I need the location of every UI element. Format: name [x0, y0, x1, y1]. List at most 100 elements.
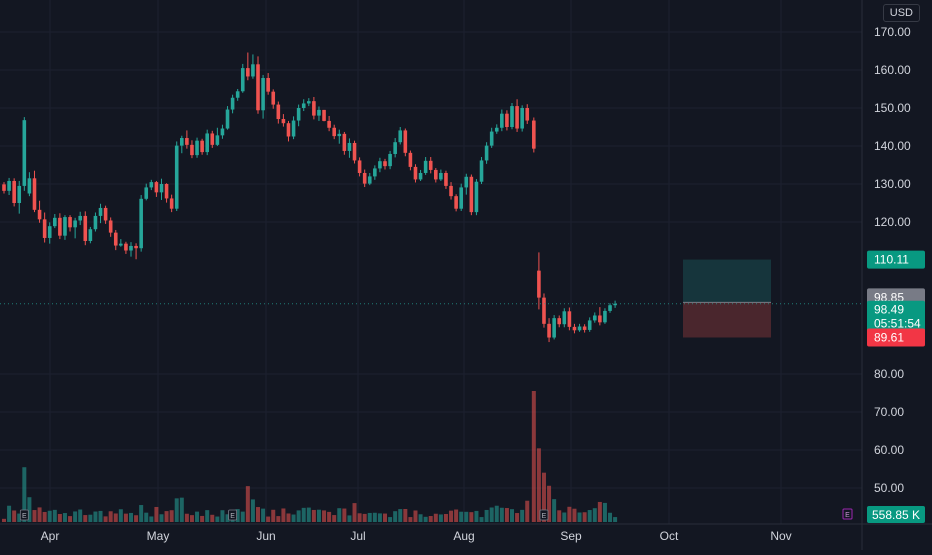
- candle-body: [240, 68, 245, 92]
- volume-bar: [377, 513, 382, 522]
- volume-bar: [311, 509, 316, 522]
- candle-body: [195, 140, 199, 156]
- earnings-marker-label: E: [230, 513, 235, 520]
- volume-bar: [2, 518, 6, 522]
- volume-bar: [362, 513, 367, 522]
- candle-body: [190, 144, 194, 156]
- candle-body: [185, 138, 189, 145]
- candle-body: [12, 180, 16, 203]
- volume-bar: [22, 467, 27, 522]
- position-profit-zone: [683, 259, 771, 303]
- candle-body: [73, 220, 77, 228]
- volume-bar: [597, 501, 602, 522]
- volume-bar: [443, 513, 448, 522]
- volume-bar: [281, 508, 286, 522]
- earnings-marker-label: E: [22, 513, 27, 520]
- volume-bar: [418, 514, 423, 522]
- volume-bar: [220, 510, 225, 522]
- candle-body: [515, 106, 519, 129]
- candle-body: [393, 142, 397, 154]
- candle-body: [276, 104, 281, 120]
- volume-bar: [572, 508, 577, 522]
- candle-body: [552, 318, 556, 338]
- candle-body: [469, 176, 474, 213]
- candle-body: [357, 160, 362, 173]
- volume-bar: [184, 513, 189, 522]
- volume-bar: [342, 508, 347, 522]
- volume-bar: [383, 513, 387, 522]
- candle-body: [78, 215, 82, 221]
- earnings-marker: [539, 509, 549, 521]
- volume-bar: [250, 499, 255, 522]
- time-tick-label: Nov: [770, 529, 791, 543]
- earnings-marker: [228, 509, 238, 521]
- volume-bar: [489, 507, 494, 522]
- volume-bar: [62, 513, 67, 522]
- candle-body: [17, 185, 22, 203]
- volume-bar: [174, 498, 179, 522]
- volume-bar: [83, 515, 88, 522]
- candle-body: [210, 133, 215, 145]
- candle-body: [582, 326, 587, 330]
- time-tick-label: Jul: [350, 529, 365, 543]
- price-tick-label: 80.00: [874, 367, 904, 381]
- candle-body: [444, 172, 448, 186]
- volume-bar: [47, 510, 52, 522]
- volume-bar: [301, 507, 306, 522]
- volume-bar: [17, 513, 22, 522]
- candle-body: [562, 311, 567, 325]
- candle-body: [449, 185, 453, 197]
- candle-body: [373, 168, 377, 177]
- candle-body: [327, 120, 331, 128]
- volume-bar: [602, 502, 607, 522]
- candle-body: [205, 133, 209, 153]
- volume-bar: [240, 511, 245, 522]
- volume-bar: [78, 509, 83, 522]
- candle-body: [246, 68, 250, 77]
- candle-body: [403, 130, 408, 153]
- candle-body: [83, 215, 88, 241]
- candle-body: [103, 207, 108, 221]
- volume-bar: [286, 513, 291, 522]
- candle-body: [322, 109, 326, 121]
- candle-body: [378, 161, 382, 169]
- volume-bar: [408, 517, 413, 522]
- time-tick-label: Sep: [560, 529, 582, 543]
- volume-bar: [225, 514, 230, 522]
- candle-body: [7, 180, 11, 191]
- price-tick-label: 70.00: [874, 405, 904, 419]
- volume-bar: [215, 516, 220, 522]
- volume-bar: [357, 513, 362, 522]
- candle-body: [439, 172, 443, 180]
- volume-bar: [459, 511, 464, 522]
- time-tick-label: Aug: [453, 529, 474, 543]
- candle-body: [159, 184, 164, 193]
- volume-bar: [108, 511, 113, 522]
- earnings-axis-marker-label: E: [845, 512, 850, 519]
- candle-body: [119, 243, 123, 246]
- candle-body: [484, 145, 489, 161]
- volume-bar: [525, 500, 530, 522]
- candle-body: [428, 160, 433, 170]
- volume-bar: [347, 515, 352, 522]
- candle-body: [464, 176, 469, 188]
- candle-body: [251, 64, 255, 77]
- candle-body: [42, 219, 47, 238]
- last-price-label: [867, 300, 925, 333]
- price-tick-label: 150.00: [874, 101, 911, 115]
- candle-body: [613, 303, 617, 306]
- candle-body: [423, 160, 428, 173]
- volume-bar: [57, 513, 62, 522]
- volume-bar: [129, 512, 133, 522]
- candle-body: [301, 103, 306, 108]
- candle-body: [459, 187, 463, 209]
- currency-button[interactable]: USD: [882, 4, 920, 22]
- volume-bar: [98, 510, 103, 522]
- volume-bar: [103, 516, 108, 522]
- volume-bar: [291, 514, 296, 522]
- volume-bar: [276, 516, 281, 522]
- volume-bar: [37, 507, 42, 522]
- candle-body: [139, 198, 143, 249]
